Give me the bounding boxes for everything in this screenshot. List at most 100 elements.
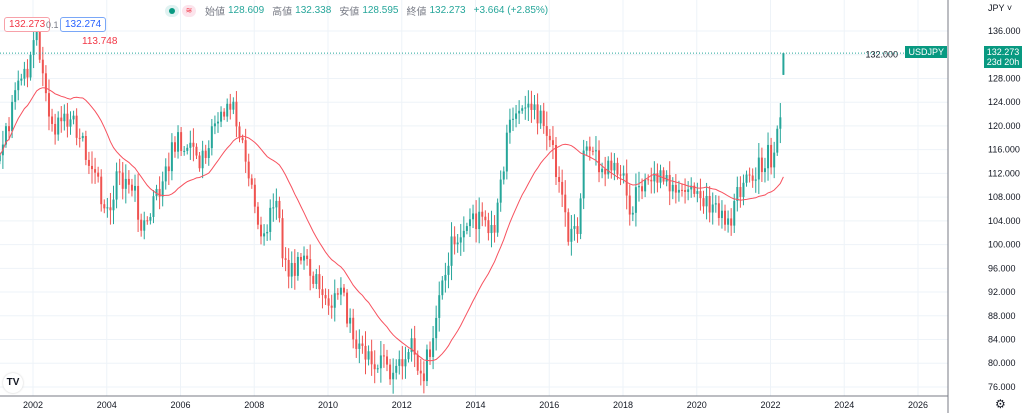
sell-button[interactable]: 132.273 xyxy=(4,17,51,32)
candle-body xyxy=(4,126,7,145)
candle-body xyxy=(63,113,66,122)
candle-body xyxy=(742,182,745,197)
candle-body xyxy=(407,352,410,360)
open-label: 始値 xyxy=(205,7,225,18)
candle-body xyxy=(210,126,213,149)
candle-body xyxy=(745,174,748,183)
tradingview-logo-icon[interactable]: TV xyxy=(3,373,23,393)
candle-body xyxy=(66,113,69,127)
candle-body xyxy=(641,186,644,192)
candle-body xyxy=(459,237,462,243)
candle-body xyxy=(478,211,481,230)
y-tick-label: 116.000 xyxy=(988,145,1020,155)
candle-body xyxy=(260,224,263,237)
x-tick-label: 2018 xyxy=(613,400,633,410)
candle-body xyxy=(321,289,324,296)
close-value: 132.273 xyxy=(429,5,466,16)
candle-body xyxy=(309,259,312,276)
candle-body xyxy=(235,101,238,127)
candle-body xyxy=(622,173,625,176)
buy-button[interactable]: 132.274 xyxy=(60,17,107,32)
candle-body xyxy=(161,181,164,197)
candle-body xyxy=(263,233,266,237)
y-tick-label: 120.000 xyxy=(988,121,1021,131)
indicator-icon[interactable]: ≋ xyxy=(182,4,196,17)
candle-body xyxy=(773,152,776,168)
y-tick-label: 76.000 xyxy=(988,382,1016,392)
candle-body xyxy=(444,274,447,281)
candle-body xyxy=(398,359,401,366)
candle-body xyxy=(644,179,647,192)
candle-body xyxy=(696,191,699,194)
candle-body xyxy=(770,144,773,168)
x-tick-label: 2012 xyxy=(392,400,412,410)
candle-body xyxy=(155,188,158,197)
candle-body xyxy=(404,359,407,367)
y-tick-label: 92.000 xyxy=(988,287,1016,297)
y-tick-label: 100.000 xyxy=(988,240,1021,250)
candle-body xyxy=(754,179,757,181)
candle-body xyxy=(103,204,106,209)
candle-body xyxy=(250,178,253,185)
candle-body xyxy=(484,216,487,221)
candle-body xyxy=(450,236,453,266)
candle-body xyxy=(561,181,564,195)
candle-body xyxy=(284,258,287,260)
candle-body xyxy=(281,218,284,259)
symbol-tag: USDJPY xyxy=(905,46,947,58)
candle-body xyxy=(189,142,192,148)
candle-body xyxy=(296,256,299,276)
candle-body xyxy=(20,78,23,81)
candle-body xyxy=(720,210,723,219)
candle-body xyxy=(690,185,693,190)
y-tick-label: 136.000 xyxy=(988,26,1021,36)
candle-body xyxy=(505,132,508,172)
candle-body xyxy=(681,189,683,191)
x-tick-label: 2010 xyxy=(318,400,338,410)
candle-body xyxy=(333,293,336,308)
moving-average-line xyxy=(0,87,784,362)
candle-body xyxy=(582,150,585,199)
candle-body xyxy=(714,203,717,205)
ma-value: 113.748 xyxy=(82,36,118,47)
visibility-icon[interactable] xyxy=(165,4,179,17)
candle-body xyxy=(594,150,597,152)
candle-body xyxy=(41,59,44,74)
candle-body xyxy=(315,274,318,284)
candle-body xyxy=(419,370,422,374)
candle-body xyxy=(413,338,416,355)
settings-gear-icon[interactable]: ⚙ xyxy=(995,397,1006,411)
candle-body xyxy=(536,104,539,124)
candle-body xyxy=(229,103,232,110)
candle-body xyxy=(213,123,216,127)
candle-body xyxy=(767,144,770,169)
candle-body xyxy=(634,187,637,213)
high-value: 132.338 xyxy=(295,5,332,16)
candle-body xyxy=(401,359,404,367)
candle-body xyxy=(438,295,441,318)
candle-body xyxy=(293,262,296,276)
y-tick-label: 104.000 xyxy=(988,216,1021,226)
currency-selector[interactable]: JPY ˅ xyxy=(988,3,1013,13)
candle-body xyxy=(180,132,183,151)
candle-body xyxy=(339,287,342,295)
candle-body xyxy=(542,110,545,127)
candle-body xyxy=(456,242,459,245)
candle-body xyxy=(275,200,278,208)
y-tick-label: 88.000 xyxy=(988,311,1016,321)
candle-body xyxy=(468,219,471,227)
candle-body xyxy=(195,146,198,156)
candle-body xyxy=(705,195,708,207)
candle-body xyxy=(266,231,269,234)
candle-body xyxy=(272,207,275,209)
candle-body xyxy=(662,170,665,182)
candle-body xyxy=(435,317,438,339)
candle-body xyxy=(472,213,475,220)
y-tick-label: 80.000 xyxy=(988,358,1016,368)
candle-body xyxy=(364,345,367,360)
candle-body xyxy=(631,212,634,215)
candle-body xyxy=(739,187,742,197)
candle-body xyxy=(524,107,527,109)
candle-body xyxy=(490,225,493,234)
